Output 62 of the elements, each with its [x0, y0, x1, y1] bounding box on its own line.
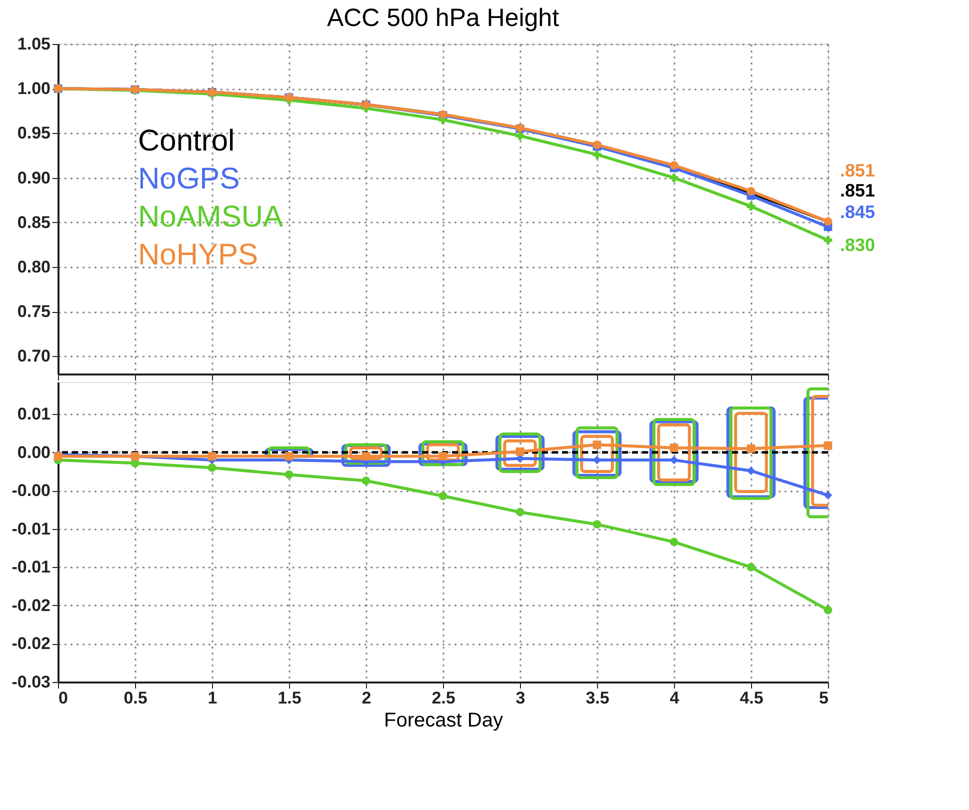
point [824, 491, 832, 500]
y-tick-label: 0.70 [17, 346, 50, 366]
y-tick-label: 0.01 [17, 404, 50, 424]
y-tick-label: 0.95 [17, 124, 50, 143]
series-label: Control [138, 124, 235, 158]
x-tick-label: 1.5 [278, 688, 302, 708]
y-tick-label: 0.00 [17, 442, 50, 462]
point [824, 441, 832, 450]
point [824, 217, 832, 226]
x-tick-label: 0 [58, 688, 68, 708]
point [516, 508, 524, 516]
x-tick-label: 0.5 [124, 688, 148, 708]
text: NoHYPS [138, 238, 258, 272]
x-tick-label: 4.5 [740, 688, 764, 708]
point [746, 466, 756, 475]
y-tick-label: 0.80 [17, 257, 50, 276]
point [746, 563, 756, 572]
point [362, 476, 370, 485]
chart-title: ACC 500 hPa Height [326, 4, 560, 32]
point [284, 470, 294, 479]
point [824, 606, 832, 614]
text: NoGPS [138, 162, 240, 196]
point [592, 440, 602, 449]
point [670, 444, 678, 452]
point [746, 444, 756, 453]
point [208, 464, 216, 472]
data-label: .851 [840, 160, 876, 180]
x-tick-label: 3.5 [586, 688, 610, 708]
data-label: .830 [840, 235, 876, 256]
point [824, 236, 832, 244]
x-tick-label: 1 [208, 688, 218, 708]
point [746, 186, 756, 196]
point [284, 452, 294, 460]
data-label: .851 [840, 180, 876, 200]
y-tick-label: 0.90 [17, 168, 50, 188]
point [516, 132, 524, 140]
y-tick-label: -0.01 [12, 519, 50, 538]
data-label: .845 [840, 202, 876, 222]
y-tick-label: 1.05 [17, 34, 50, 54]
x-tick-label: 4 [670, 688, 680, 708]
y-tick-label: 0.75 [17, 302, 50, 322]
point [592, 150, 602, 159]
y-tick-label: -0.01 [12, 558, 50, 577]
point [208, 452, 216, 460]
y-tick-label: 1.00 [17, 79, 50, 98]
y-tick-label: -0.02 [12, 596, 50, 615]
y-tick-label: -0.00 [12, 481, 50, 500]
x-tick-label: 2 [362, 688, 372, 708]
text: NoAMSUA [138, 200, 284, 234]
x-tick-label: 5 [819, 688, 828, 708]
point [746, 202, 756, 211]
y-tick-label: 0.85 [17, 212, 50, 232]
x-tick-label: 2.5 [432, 688, 456, 708]
point [592, 520, 602, 529]
point [438, 492, 448, 500]
x-tick-label: 3 [516, 688, 526, 708]
point [670, 174, 678, 182]
point [670, 161, 678, 170]
x-axis-title: Forecast Day [384, 710, 503, 732]
y-tick-label: -0.03 [12, 672, 50, 692]
y-tick-label: -0.02 [12, 634, 50, 654]
point [670, 538, 678, 546]
